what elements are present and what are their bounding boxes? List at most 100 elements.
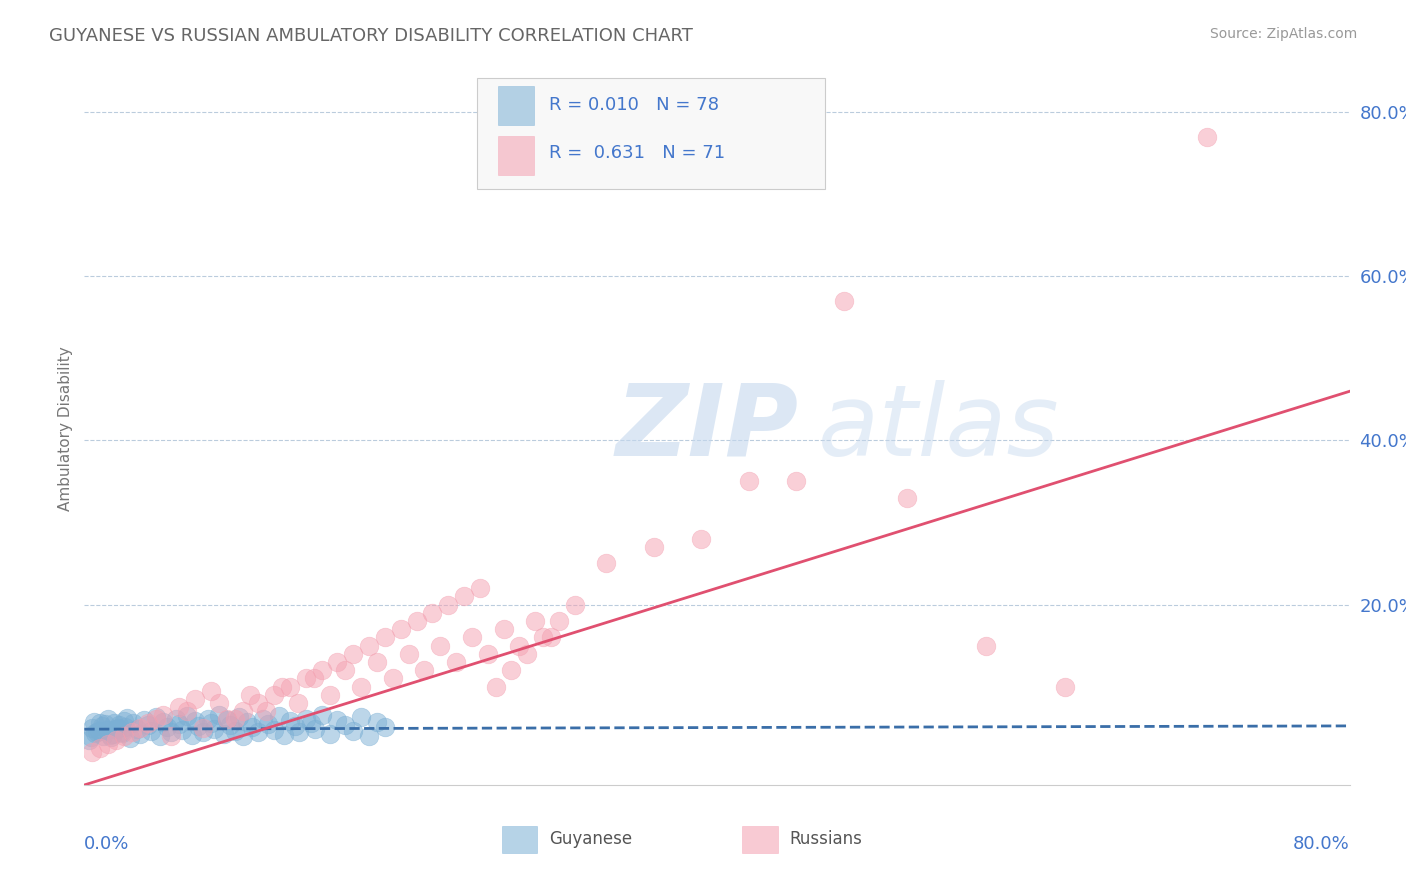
Point: [152, 708, 174, 723]
Point: [311, 663, 333, 677]
Point: [114, 720, 136, 734]
Point: [335, 718, 357, 732]
Point: [105, 722, 127, 736]
Point: [239, 688, 262, 702]
Point: [304, 722, 326, 736]
Point: [737, 475, 759, 489]
Point: [172, 723, 194, 737]
Point: [252, 712, 274, 726]
Point: [335, 663, 357, 677]
Point: [284, 719, 307, 733]
Point: [342, 647, 364, 661]
Point: [357, 639, 380, 653]
Bar: [742, 826, 778, 853]
Point: [278, 714, 301, 728]
Point: [83, 714, 105, 729]
Point: [82, 721, 104, 735]
Point: [176, 709, 198, 723]
Point: [350, 680, 373, 694]
Point: [437, 598, 460, 612]
Point: [422, 606, 444, 620]
Point: [429, 639, 451, 653]
Point: [832, 293, 855, 308]
Point: [200, 716, 222, 731]
Point: [643, 540, 665, 554]
Point: [134, 713, 156, 727]
Point: [896, 491, 918, 505]
Point: [318, 688, 340, 702]
Point: [202, 722, 225, 736]
Point: [278, 680, 301, 694]
Point: [531, 630, 554, 644]
Point: [218, 718, 242, 732]
Point: [111, 726, 134, 740]
Point: [548, 614, 571, 628]
Point: [187, 719, 209, 733]
Point: [128, 721, 150, 735]
Point: [595, 557, 617, 571]
Point: [200, 683, 222, 698]
Point: [326, 713, 349, 727]
Point: [145, 712, 167, 726]
Text: R = 0.010   N = 78: R = 0.010 N = 78: [548, 96, 718, 114]
Point: [516, 647, 538, 661]
Point: [107, 722, 129, 736]
Point: [105, 732, 127, 747]
Point: [389, 622, 412, 636]
Text: ZIP: ZIP: [616, 380, 799, 476]
Point: [191, 724, 214, 739]
Text: Source: ZipAtlas.com: Source: ZipAtlas.com: [1209, 27, 1357, 41]
Point: [254, 704, 277, 718]
Point: [236, 714, 259, 729]
Bar: [498, 86, 534, 125]
Point: [136, 718, 159, 732]
Y-axis label: Ambulatory Disability: Ambulatory Disability: [58, 346, 73, 510]
Point: [228, 710, 250, 724]
Point: [128, 727, 150, 741]
Point: [122, 716, 145, 731]
Point: [184, 691, 207, 706]
Point: [477, 647, 499, 661]
Point: [240, 720, 263, 734]
Point: [374, 720, 396, 734]
Point: [1197, 130, 1219, 145]
Point: [350, 710, 373, 724]
Point: [149, 729, 172, 743]
Point: [690, 532, 713, 546]
Point: [208, 708, 231, 723]
Point: [357, 729, 380, 743]
Point: [318, 727, 340, 741]
Text: 80.0%: 80.0%: [1294, 835, 1350, 853]
Point: [86, 724, 108, 739]
Bar: [502, 826, 537, 853]
Point: [564, 598, 586, 612]
Point: [191, 721, 214, 735]
Point: [311, 708, 333, 723]
Point: [257, 717, 280, 731]
Point: [974, 639, 997, 653]
Point: [77, 732, 100, 747]
Point: [160, 725, 183, 739]
Text: GUYANESE VS RUSSIAN AMBULATORY DISABILITY CORRELATION CHART: GUYANESE VS RUSSIAN AMBULATORY DISABILIT…: [49, 27, 693, 45]
Point: [108, 718, 131, 732]
Point: [374, 630, 396, 644]
Point: [540, 630, 562, 644]
Point: [197, 712, 219, 726]
Point: [97, 737, 120, 751]
Point: [302, 671, 325, 685]
Point: [785, 475, 807, 489]
Point: [299, 716, 322, 731]
Point: [160, 729, 183, 743]
Point: [165, 712, 187, 726]
Point: [89, 716, 111, 731]
FancyBboxPatch shape: [477, 78, 824, 189]
Point: [398, 647, 420, 661]
Point: [524, 614, 547, 628]
Point: [139, 723, 162, 738]
Point: [224, 712, 246, 726]
Point: [101, 727, 124, 741]
Point: [98, 728, 121, 742]
Point: [180, 728, 204, 742]
Text: atlas: atlas: [818, 380, 1060, 476]
Point: [120, 731, 142, 746]
